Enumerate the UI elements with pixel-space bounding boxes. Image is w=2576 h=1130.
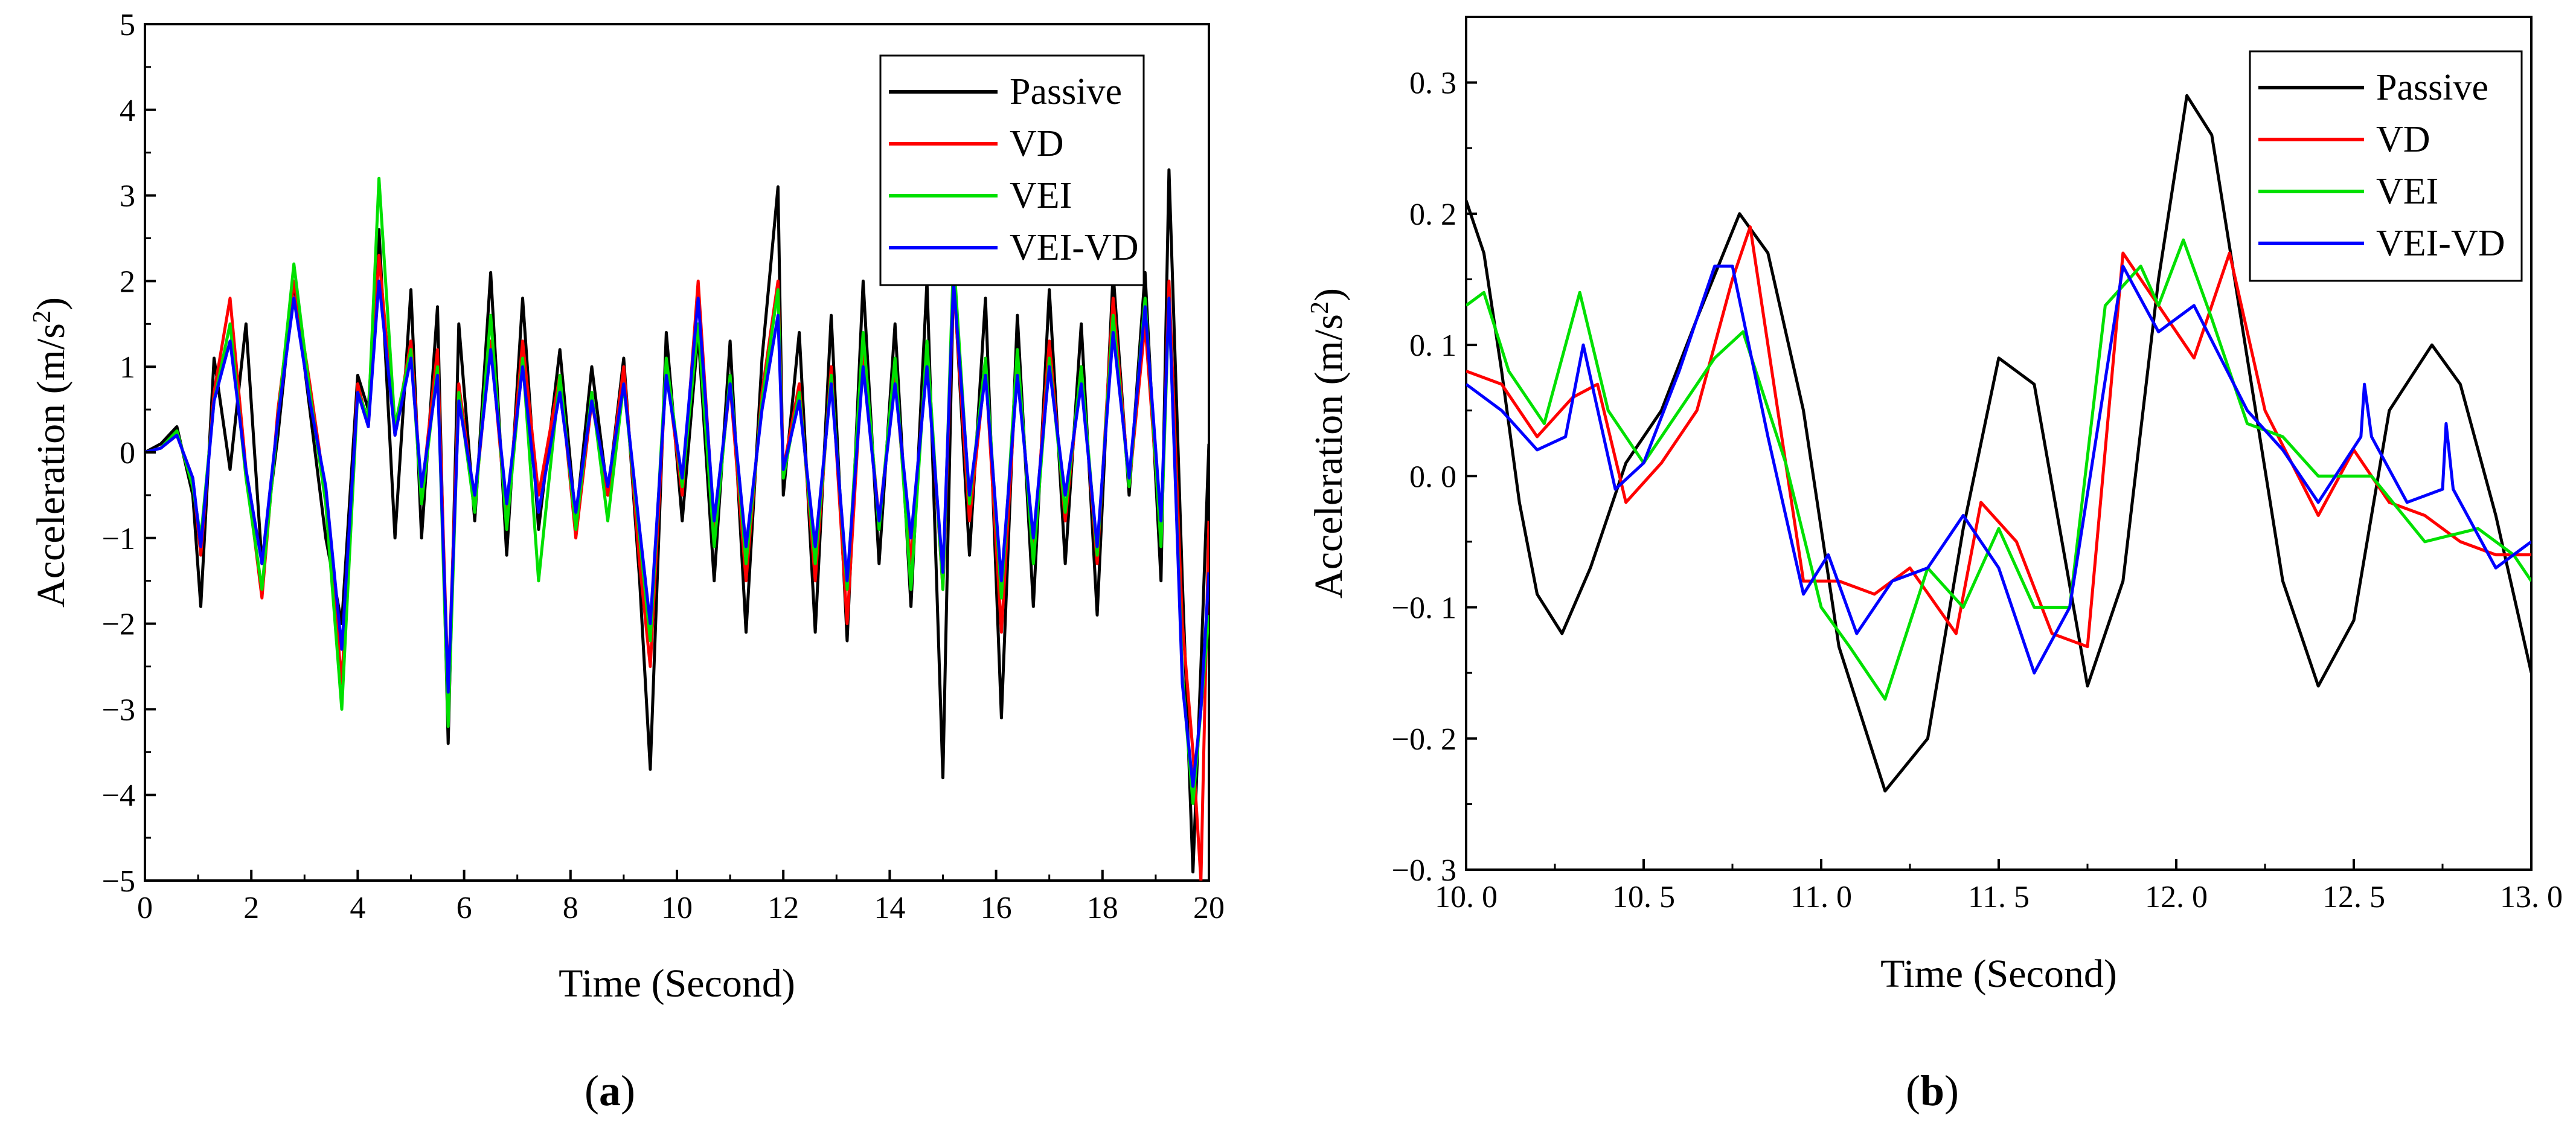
legend-label-vd-a: VD [1010,123,1064,164]
x-tick-label-a: 4 [350,891,365,925]
x-tick-label-b: 11. 5 [1968,880,2030,914]
x-tick-label-a: 8 [563,891,578,925]
y-tick-label-a: 4 [120,94,135,128]
y-tick-label-a: −1 [102,522,135,556]
panel-label-b: (b) [1906,1067,1959,1115]
series-line-vei-b [1466,238,2531,701]
x-tick-label-b: 11. 0 [1790,880,1852,914]
x-axis-label-a: Time (Second) [559,961,795,1006]
legend-a: Passive VD VEI VEI-VD [879,54,1145,286]
y-tick-label-a: −3 [102,693,135,727]
panel-label-a: (a) [585,1067,635,1115]
x-tick-label-a: 18 [1087,891,1118,925]
x-tick-label-b: 10. 5 [1612,880,1675,914]
x-tick-label-a: 20 [1193,891,1225,925]
x-tick-label-b: 10. 0 [1435,880,1498,914]
x-tick-label-a: 14 [874,891,905,925]
y-axis-label-a: Acceleration (m/s2) [28,297,73,608]
x-tick-label-a: 6 [457,891,472,925]
y-tick-label-a: 5 [120,8,135,42]
y-tick-label-a: −2 [102,608,135,642]
y-tick-label-b: 0. 1 [1409,329,1456,363]
x-axis-label-b: Time (Second) [1880,952,2117,996]
y-tick-label-a: 2 [120,265,135,299]
y-tick-label-a: 1 [120,350,135,385]
y-axis-label-b: Acceleration (m/s2) [1306,288,1351,599]
y-tick-label-b: 0. 2 [1409,197,1456,232]
y-tick-label-b: −0. 1 [1392,591,1456,626]
series-line-passive-b [1466,94,2531,793]
x-tick-label-a: 12 [767,891,799,925]
series-line-vei-vd-a [145,279,1209,788]
y-tick-label-b: −0. 2 [1392,722,1456,757]
chart-panel-b: 10. 0 10. 5 11. 0 11. 5 12. 0 12. 5 13. 0 0. 3 0… [1306,16,2563,1115]
legend-label-vei-vd-a: VEI-VD [1010,227,1139,268]
series-layer-b [1466,94,2531,793]
legend-label-vei-vd-b: VEI-VD [2376,223,2505,264]
y-tick-label-a: −5 [102,864,135,899]
legend-b: Passive VD VEI VEI-VD [2249,50,2523,282]
x-tick-label-b: 12. 0 [2145,880,2208,914]
ticks-layer-b: 10. 0 10. 5 11. 0 11. 5 12. 0 12. 5 13. 0 0. 3 0… [1392,66,2563,914]
legend-label-vei-a: VEI [1010,175,1072,216]
legend-label-passive-b: Passive [2376,67,2488,108]
series-line-vei-vd-b [1466,265,2531,675]
y-tick-label-b: 0. 3 [1409,66,1456,101]
legend-label-passive-a: Passive [1010,71,1122,112]
series-line-vei-a [145,176,1209,805]
y-tick-label-b: 0. 0 [1409,460,1456,494]
legend-label-vd-b: VD [2376,119,2430,160]
x-tick-label-a: 10 [661,891,693,925]
legend-label-vei-b: VEI [2376,171,2438,212]
x-tick-label-b: 13. 0 [2500,880,2563,914]
x-tick-label-a: 2 [243,891,259,925]
y-tick-label-b: −0. 3 [1392,853,1456,888]
y-tick-label-a: −4 [102,778,135,813]
series-layer-a [145,168,1209,881]
series-line-passive-a [145,168,1209,874]
y-tick-label-a: 0 [120,436,135,470]
x-tick-label-a: 0 [137,891,153,925]
y-tick-label-a: 3 [120,179,135,214]
series-line-vd-b [1466,225,2531,649]
x-tick-label-b: 12. 5 [2322,880,2385,914]
x-tick-label-a: 16 [981,891,1012,925]
